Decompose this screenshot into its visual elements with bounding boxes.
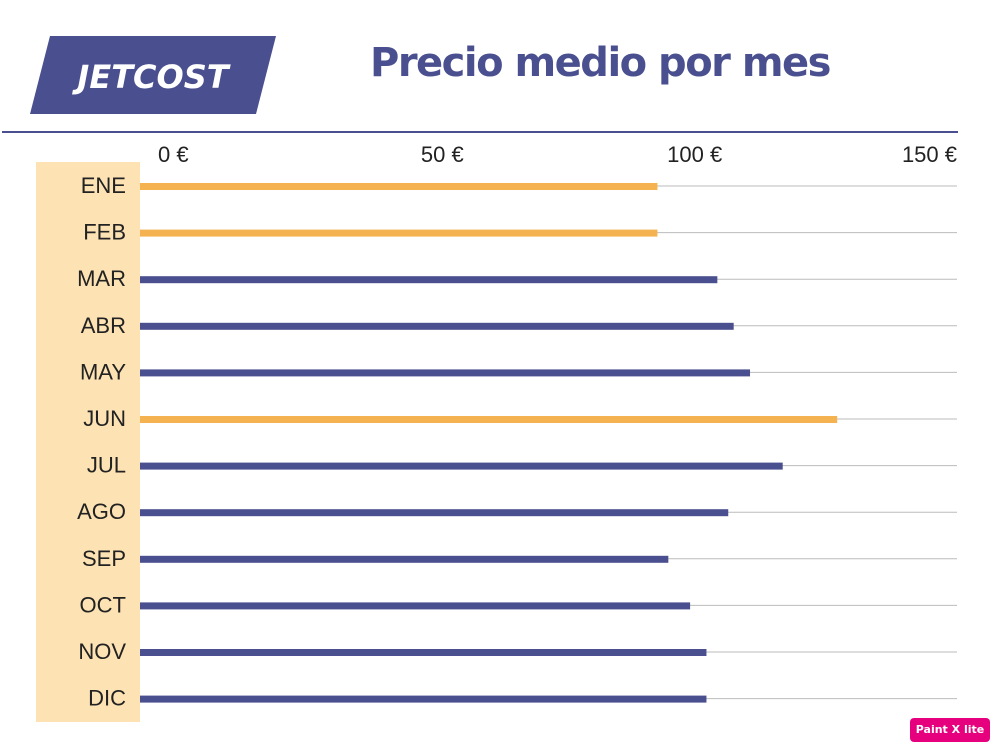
gridlines [140,185,957,700]
bar-ago [140,509,729,517]
bar-dic [140,695,707,703]
x-tick-label: 100 € [667,142,722,167]
x-tick-label: 150 € [902,142,957,167]
category-label-ago: AGO [77,499,126,524]
category-label-ene: ENE [81,173,126,198]
bar-may [140,369,751,377]
bar-feb [140,229,658,237]
bar-sep [140,555,669,563]
jetcost-logo: JETCOST [30,36,276,114]
category-label-jul: JUL [87,453,126,478]
bar-oct [140,602,691,610]
chart-title: Precio medio por mes [370,40,831,86]
x-tick-label: 50 € [421,142,464,167]
category-label-may: MAY [80,359,126,384]
bar-nov [140,649,707,656]
bar-jun [140,416,838,423]
paint-x-lite-badge: Paint X lite [910,718,990,742]
category-label-sep: SEP [82,546,126,571]
header-divider [2,131,958,133]
category-label-panel [36,162,140,722]
bar-jul [140,462,783,470]
category-label-oct: OCT [80,592,126,617]
bars [140,183,838,703]
category-label-dic: DIC [88,686,126,711]
x-axis-ticks: 0 € 50 € 100 € 150 € [158,142,957,167]
bar-abr [140,322,734,330]
category-label-abr: ABR [81,313,126,338]
category-label-nov: NOV [78,639,126,664]
label-panel-background [36,162,140,722]
category-label-jun: JUN [83,406,126,431]
bar-mar [140,276,718,284]
category-label-mar: MAR [77,266,126,291]
category-label-feb: FEB [83,220,126,245]
category-labels: ENE FEB MAR ABR MAY JUN JUL AGO SEP OCT NOV DIC [77,173,126,711]
logo-parallelogram [30,36,276,114]
bar-ene [140,183,658,190]
x-tick-label: 0 € [158,142,189,167]
logo-text: JETCOST [71,58,230,96]
